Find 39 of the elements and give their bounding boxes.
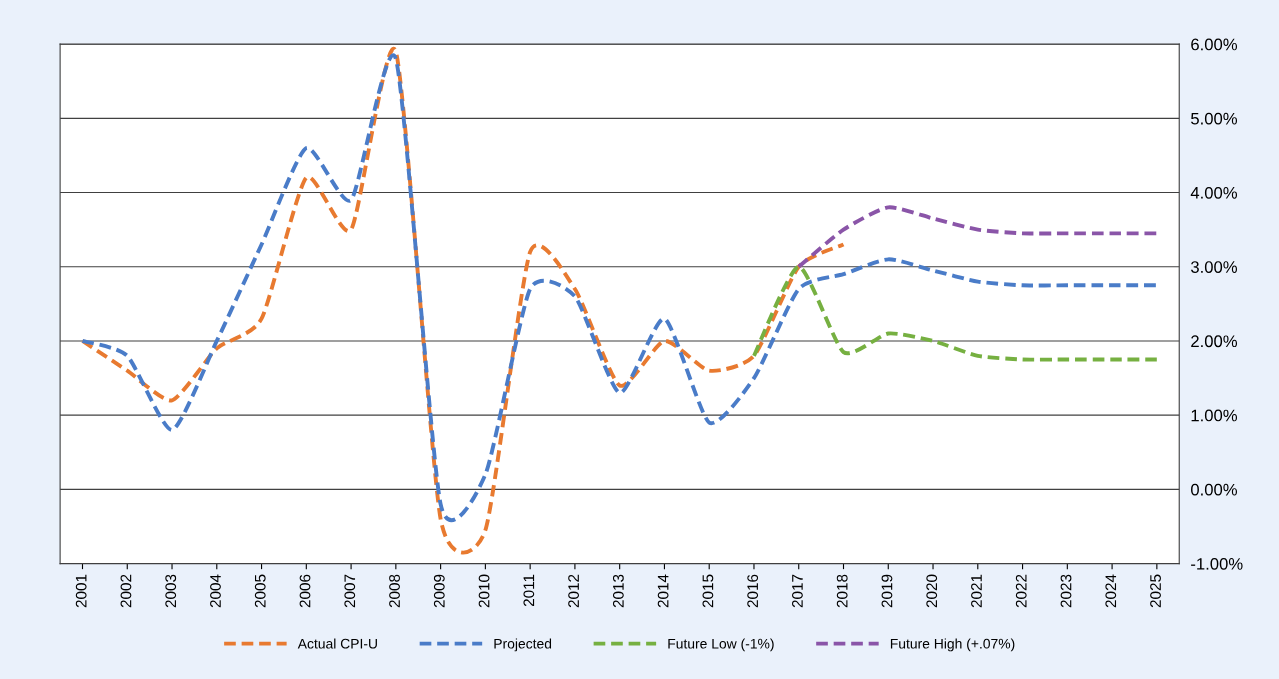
legend-label: Future Low (-1%) [668, 638, 774, 652]
x-tick-label: 2024 [1105, 574, 1117, 608]
y-tick-label: 5.00% [1191, 112, 1238, 125]
x-tick-label: 2004 [210, 574, 221, 608]
y-tick-label: 3.00% [1190, 261, 1238, 273]
legend-label: Actual CPI-U [297, 638, 377, 649]
x-tick-label: 2005 [254, 574, 266, 608]
x-tick-label: 2001 [75, 574, 87, 608]
x-tick-label: 2011 [523, 574, 535, 607]
legend-label: Projected [494, 638, 552, 652]
line-series [752, 264, 1159, 362]
x-tick-label: 2023 [1060, 574, 1072, 608]
x-tick-label: 2018 [836, 574, 848, 608]
x-tick-label: 2019 [881, 574, 893, 608]
x-tick-label: 2017 [792, 574, 803, 608]
x-tick-label: 2013 [612, 574, 624, 608]
y-tick-label: 2.00% [1191, 335, 1238, 348]
x-tick-label: 2012 [568, 574, 580, 608]
x-tick-label: 2009 [433, 574, 445, 608]
x-tick-label: 2010 [478, 574, 490, 608]
x-tick-label: 2021 [971, 574, 982, 608]
x-tick-label: 2007 [344, 574, 356, 608]
x-tick-label: 2003 [165, 574, 177, 608]
x-tick-label: 2015 [702, 574, 714, 608]
x-tick-label: 2020 [926, 574, 938, 608]
x-tick-label: 2014 [657, 574, 669, 608]
y-tick-label: 1.00% [1191, 409, 1238, 422]
x-tick-label: 2016 [747, 574, 759, 608]
y-tick-label: 0.00% [1191, 483, 1238, 496]
y-tick-label: 4.00% [1190, 186, 1238, 199]
y-tick-label: -1.00% [1191, 557, 1243, 570]
line-series [796, 205, 1159, 269]
x-tick-label: 2025 [1150, 574, 1161, 608]
x-tick-label: 2022 [1015, 574, 1027, 608]
x-tick-label: 2006 [299, 574, 311, 608]
x-tick-label: 2002 [120, 574, 132, 608]
y-tick-label: 6.00% [1191, 38, 1238, 51]
x-tick-label: 2008 [389, 574, 400, 608]
legend-label: Future High (+.07%) [890, 638, 1015, 652]
